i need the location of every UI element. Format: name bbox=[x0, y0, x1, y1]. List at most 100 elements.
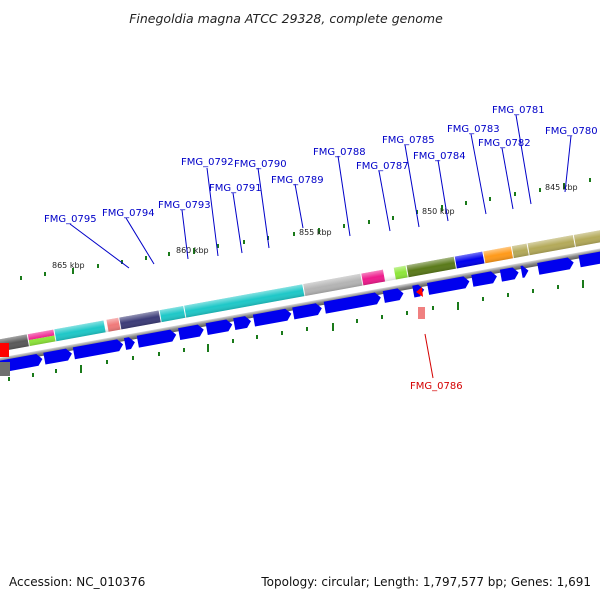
gene-label: FMG_0785 bbox=[382, 135, 435, 146]
tick-mark bbox=[514, 192, 516, 196]
callout-line bbox=[515, 114, 532, 205]
gene-arrow-forward bbox=[427, 276, 470, 295]
tick-mark bbox=[20, 276, 22, 280]
tick-mark bbox=[256, 335, 258, 339]
tick-mark bbox=[193, 248, 195, 254]
tick-mark bbox=[217, 244, 219, 248]
tick-mark bbox=[158, 352, 160, 356]
tick-mark bbox=[8, 377, 10, 381]
tick-mark bbox=[416, 210, 418, 214]
gene-label: FMG_0783 bbox=[447, 124, 500, 135]
kbp-label: 855 kbp bbox=[299, 228, 332, 237]
tick-mark bbox=[318, 228, 320, 234]
gene-label: FMG_0794 bbox=[102, 208, 155, 219]
tick-mark bbox=[97, 264, 99, 268]
callout-line bbox=[232, 192, 243, 254]
gene-arrow-forward bbox=[205, 319, 233, 336]
tick-mark bbox=[281, 331, 283, 335]
tick-mark bbox=[183, 348, 185, 352]
tick-mark bbox=[557, 285, 559, 289]
gene-label: FMG_0789 bbox=[271, 175, 324, 186]
tick-mark bbox=[465, 201, 467, 205]
callout-line bbox=[294, 183, 304, 229]
gene-block-reverse bbox=[0, 343, 9, 357]
gene-label: FMG_0795 bbox=[44, 214, 97, 225]
gene-label: FMG_0788 bbox=[313, 147, 366, 158]
tick-mark bbox=[32, 373, 34, 377]
tick-mark bbox=[168, 252, 170, 256]
gene-block-reverse bbox=[418, 307, 425, 319]
tick-mark bbox=[332, 323, 334, 331]
tick-mark bbox=[106, 360, 108, 364]
gene-arrow-forward bbox=[72, 339, 124, 360]
callout-line bbox=[404, 144, 420, 228]
gene-arrow-forward bbox=[252, 308, 292, 327]
gene-label: FMG_0784 bbox=[413, 151, 466, 162]
tick-mark bbox=[80, 365, 82, 373]
tick-mark bbox=[457, 302, 459, 310]
cog-track bbox=[0, 226, 600, 357]
tick-mark bbox=[539, 188, 541, 192]
tick-mark bbox=[507, 293, 509, 297]
tick-mark bbox=[368, 220, 370, 224]
kbp-labels: 865 kbp 860 kbp 855 kbp 850 kbp 845 kbp bbox=[52, 183, 578, 270]
gene-arrow-forward bbox=[292, 303, 322, 320]
map-title: Finegoldia magna ATCC 29328, complete ge… bbox=[129, 11, 443, 26]
gene-arrow-forward bbox=[578, 249, 600, 268]
tick-mark bbox=[406, 311, 408, 315]
gene-arrow-forward bbox=[520, 265, 529, 278]
tick-mark bbox=[44, 272, 46, 276]
callout-line bbox=[424, 333, 434, 379]
tick-mark bbox=[145, 256, 147, 260]
gene-arrow-reverse bbox=[416, 287, 423, 297]
gene-block-reverse bbox=[0, 362, 10, 376]
callout-line bbox=[337, 155, 351, 237]
gene-label: FMG_0782 bbox=[478, 138, 531, 149]
tick-mark bbox=[356, 319, 358, 323]
gene-label: FMG_0780 bbox=[545, 126, 598, 137]
tick-mark bbox=[343, 224, 345, 228]
gene-arrow-forward bbox=[537, 257, 574, 275]
reverse-strand-genes bbox=[0, 287, 425, 376]
tick-mark bbox=[563, 183, 565, 189]
tick-mark bbox=[306, 327, 308, 331]
forward-strand-genes bbox=[0, 249, 600, 377]
gene-arrow-forward bbox=[123, 337, 135, 350]
kbp-label: 865 kbp bbox=[52, 261, 85, 270]
callout-line bbox=[125, 217, 155, 265]
label-callouts bbox=[69, 114, 572, 379]
callout-line bbox=[378, 170, 391, 232]
tick-mark bbox=[532, 289, 534, 293]
tick-mark bbox=[121, 260, 123, 264]
gene-label: FMG_0786 bbox=[410, 381, 463, 392]
cog-shading bbox=[0, 226, 600, 357]
genome-summary-text: Topology: circular; Length: 1,797,577 bp… bbox=[260, 575, 591, 589]
gene-arrow-forward bbox=[471, 271, 497, 287]
gene-arrow-forward bbox=[43, 348, 72, 365]
gene-label: FMG_0781 bbox=[492, 105, 545, 116]
tick-mark bbox=[392, 216, 394, 220]
tick-mark bbox=[232, 339, 234, 343]
tick-mark bbox=[441, 205, 443, 211]
callout-line bbox=[257, 167, 270, 249]
gene-arrow-forward bbox=[323, 292, 381, 314]
accession-text: Accession: NC_010376 bbox=[9, 575, 145, 589]
tick-mark bbox=[55, 369, 57, 373]
gene-arrow-forward bbox=[382, 288, 404, 303]
tick-mark bbox=[489, 197, 491, 201]
callout-line bbox=[69, 223, 130, 269]
callout-line bbox=[501, 147, 514, 210]
tick-mark bbox=[207, 344, 209, 352]
tick-mark bbox=[582, 280, 584, 288]
gene-arrow-forward bbox=[499, 267, 519, 282]
gene-label: FMG_0793 bbox=[158, 200, 211, 211]
gene-label: FMG_0791 bbox=[209, 183, 262, 194]
tick-mark bbox=[432, 306, 434, 310]
tick-marks bbox=[8, 178, 591, 381]
gene-label: FMG_0787 bbox=[356, 161, 409, 172]
kbp-label: 845 kbp bbox=[545, 183, 578, 192]
gene-arrow-forward bbox=[178, 324, 204, 341]
gene-labels: FMG_0795 FMG_0794 FMG_0793 FMG_0792 FMG_… bbox=[44, 105, 598, 392]
tick-mark bbox=[482, 297, 484, 301]
callout-line bbox=[206, 167, 219, 257]
